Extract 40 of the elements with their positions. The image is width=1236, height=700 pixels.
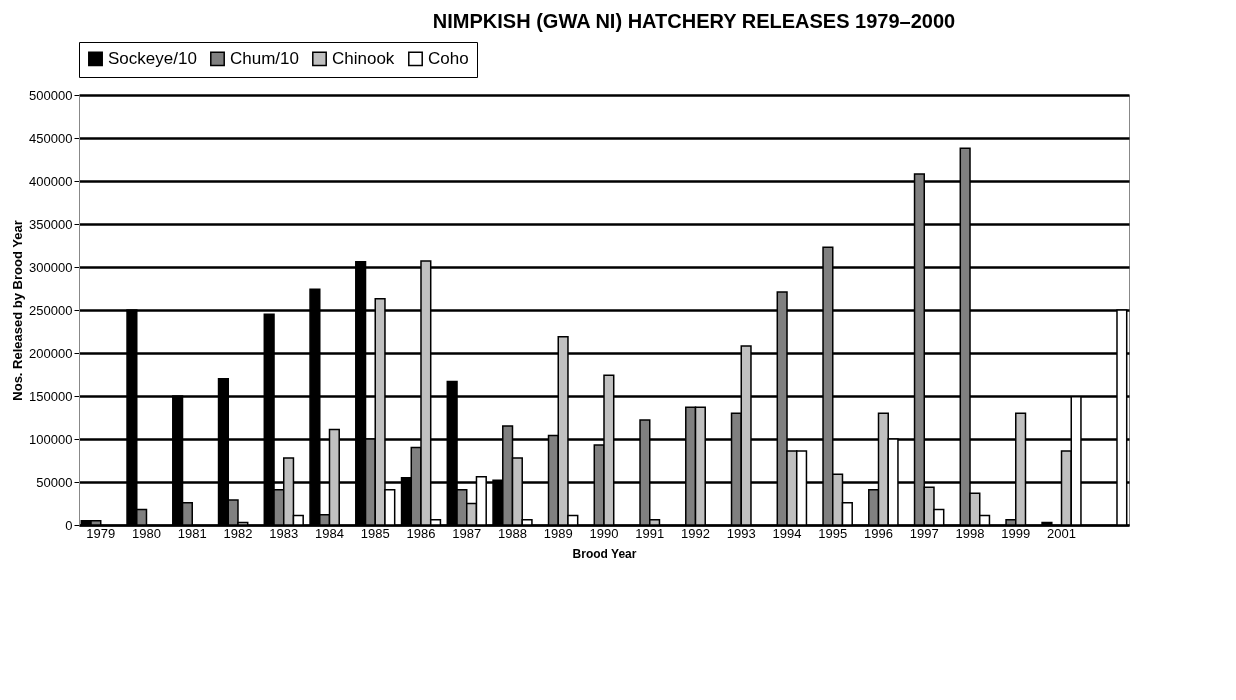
- x-tick-label: 1979: [86, 525, 116, 541]
- y-tick-label: 450000: [29, 130, 73, 146]
- x-tick-label: 1990: [589, 525, 619, 541]
- x-tick-label: 1989: [543, 525, 573, 541]
- x-tick-label: 1984: [315, 525, 344, 541]
- x-tick-label: 1985: [360, 525, 390, 541]
- y-tick-label: 250000: [29, 302, 73, 318]
- legend-label: Coho: [428, 48, 469, 68]
- legend-label: Chinook: [332, 48, 395, 68]
- y-tick-label: 0: [65, 517, 73, 533]
- x-tick-label: 1992: [681, 525, 710, 541]
- legend-label: Chum/10: [230, 48, 299, 68]
- x-tick-label: 1998: [955, 525, 985, 541]
- x-tick-label: 1982: [223, 525, 253, 541]
- x-tick-label: 1983: [269, 525, 299, 541]
- y-tick-label: 100000: [29, 431, 73, 447]
- y-axis-title: Nos. Released by Brood Year: [10, 220, 26, 401]
- y-tick-label: 200000: [29, 345, 73, 361]
- x-tick-label: 1988: [498, 525, 527, 541]
- legend-label: Sockeye/10: [108, 48, 197, 68]
- x-tick-label: 1991: [635, 525, 665, 541]
- x-tick-label: 1995: [818, 525, 848, 541]
- x-tick-label: 2001: [1047, 525, 1076, 541]
- x-tick-label: 1987: [452, 525, 482, 541]
- x-tick-label: 1986: [406, 525, 436, 541]
- y-tick-label: 150000: [29, 388, 73, 404]
- x-tick-label: 1997: [909, 525, 939, 541]
- y-tick-label: 500000: [29, 87, 73, 103]
- x-tick-label: 1993: [726, 525, 756, 541]
- x-tick-label: 1980: [132, 525, 161, 541]
- x-tick-label: 1999: [1001, 525, 1031, 541]
- y-tick-label: 50000: [36, 474, 73, 490]
- x-tick-label: 1996: [864, 525, 893, 541]
- y-tick-label: 300000: [29, 259, 73, 275]
- y-tick-label: 400000: [29, 173, 73, 189]
- chart-title: NIMPKISH (GWA NI) HATCHERY RELEASES 1979–2000: [432, 9, 956, 32]
- x-axis-title: Brood Year: [572, 546, 637, 561]
- x-tick-label: 1981: [177, 525, 207, 541]
- y-tick-label: 350000: [29, 216, 73, 232]
- x-tick-label: 1994: [772, 525, 802, 541]
